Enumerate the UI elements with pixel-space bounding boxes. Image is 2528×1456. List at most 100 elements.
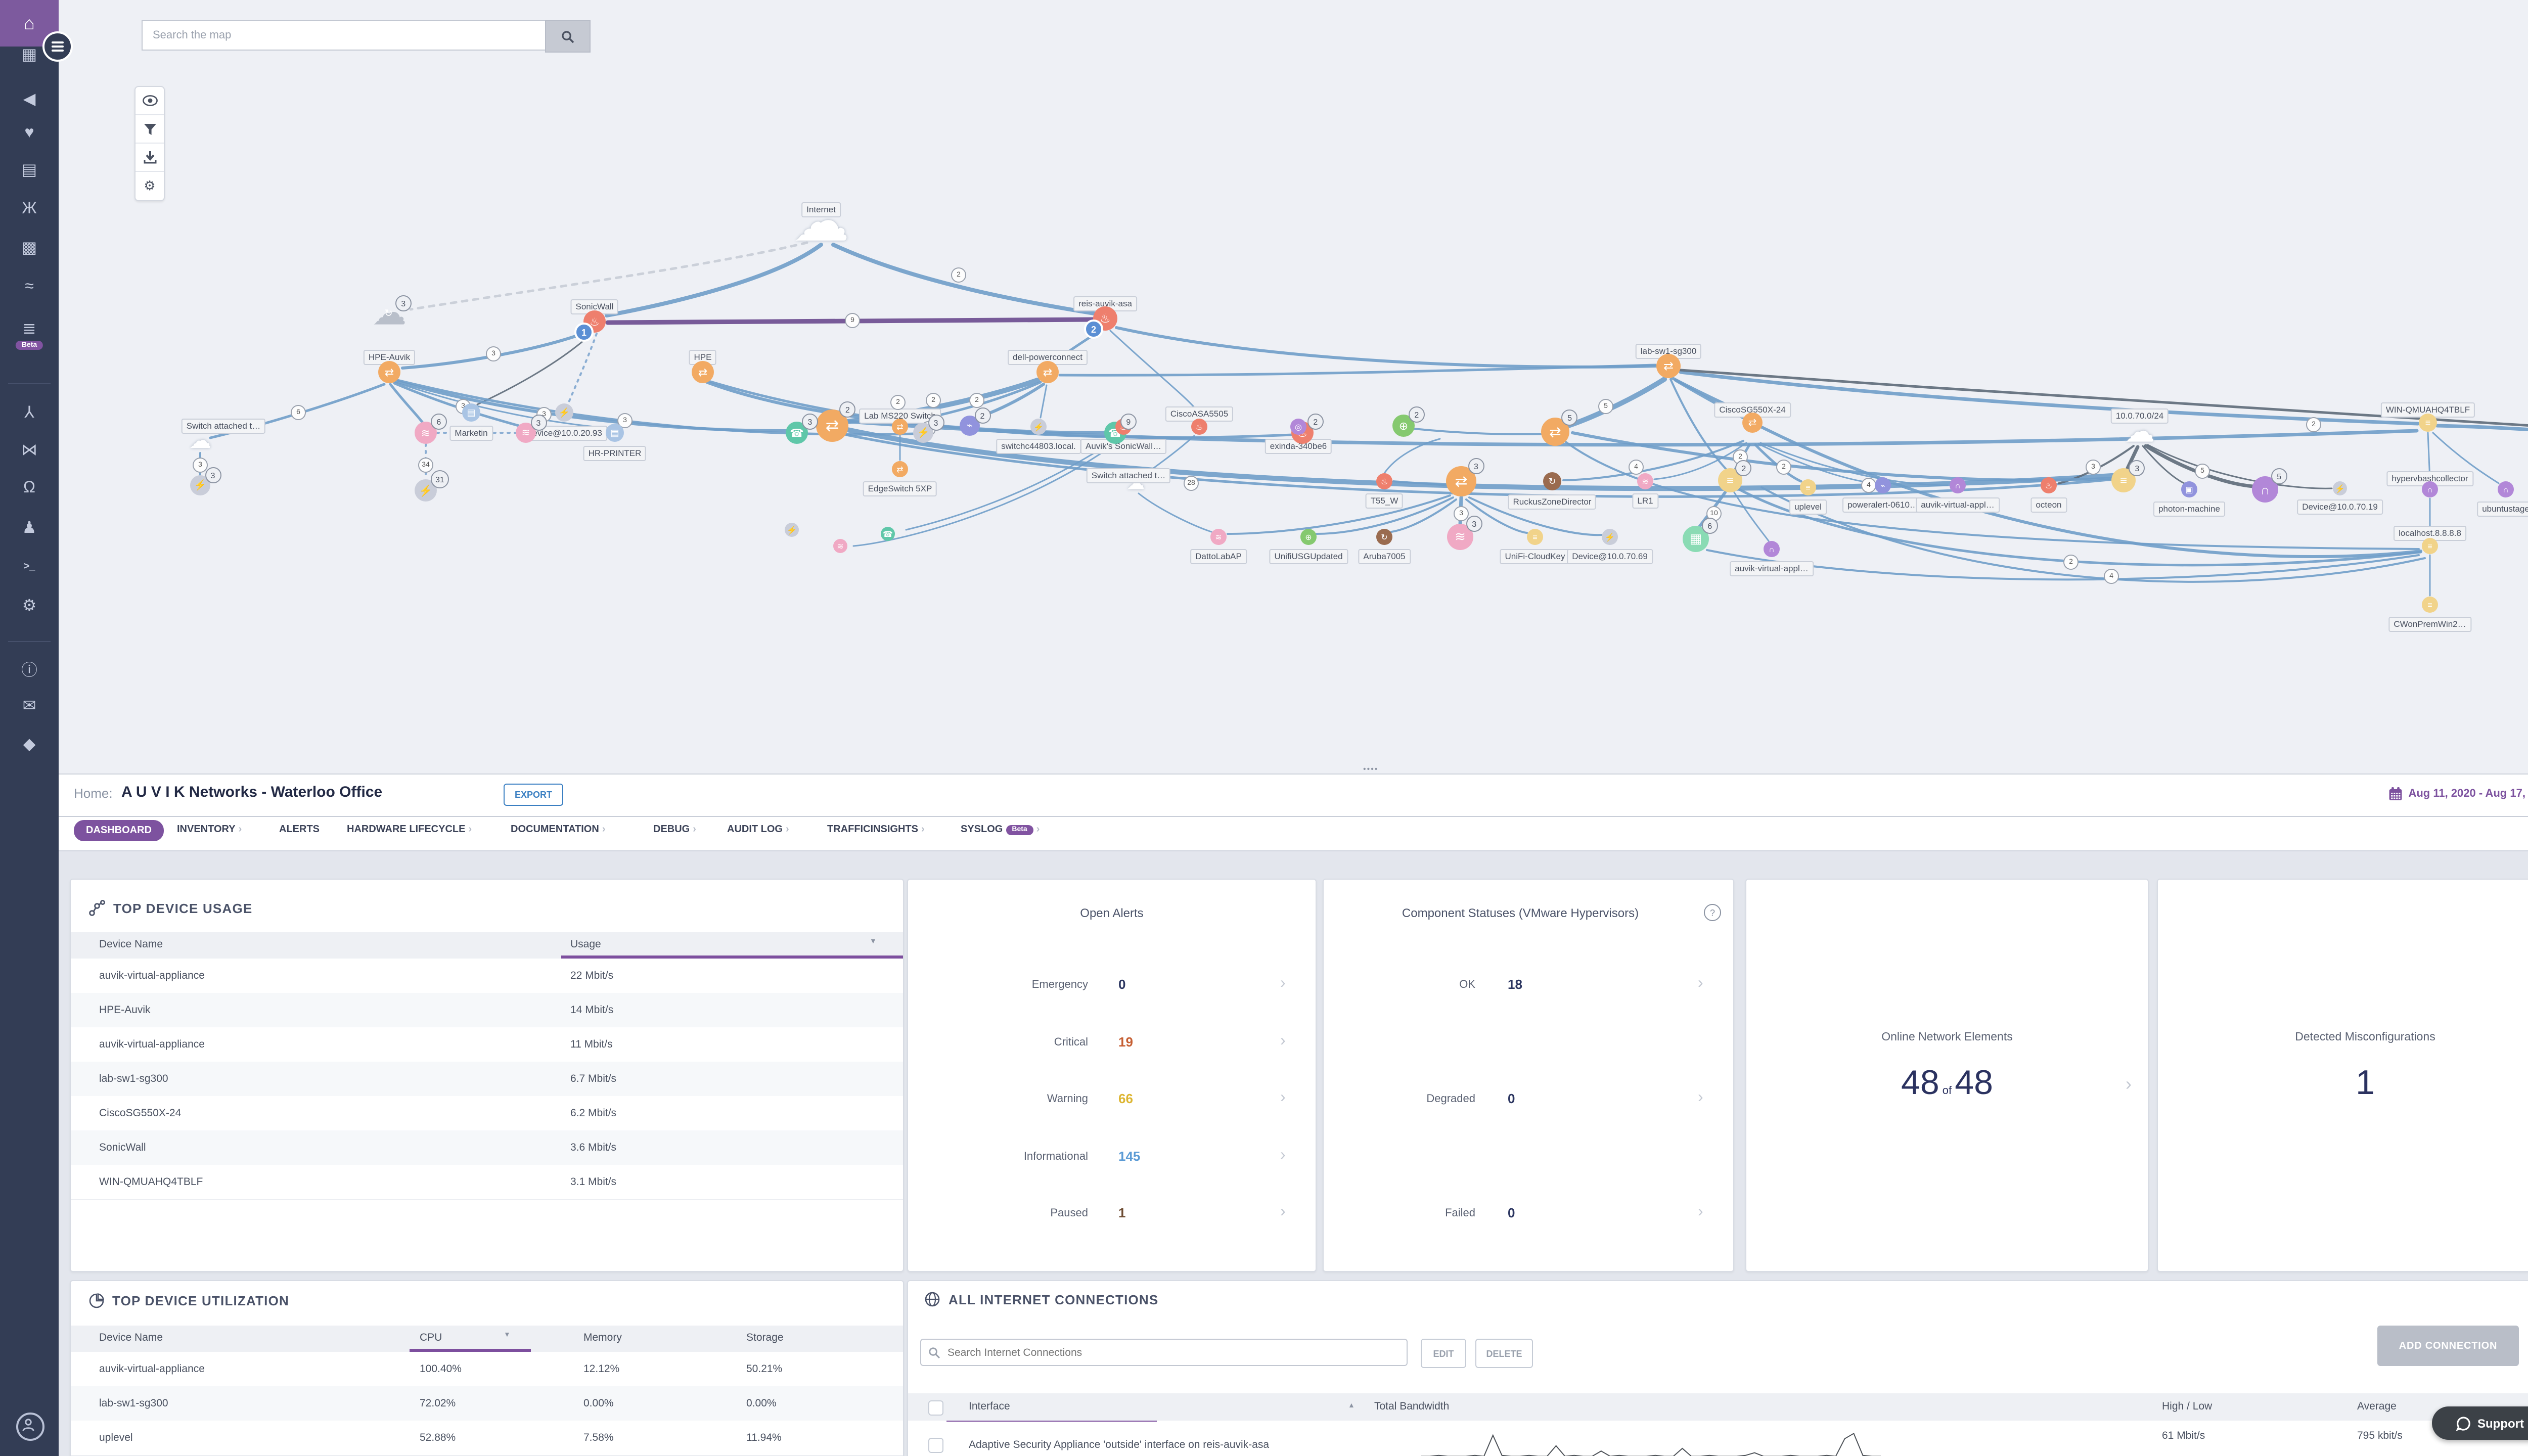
- device-node[interactable]: ∩: [1950, 477, 1966, 493]
- device-node[interactable]: ▤: [462, 403, 480, 422]
- device-node[interactable]: ⚡: [190, 475, 210, 495]
- tab-trafficinsights[interactable]: TRAFFICINSIGHTS ›: [827, 824, 925, 835]
- device-node[interactable]: ≋: [1637, 473, 1653, 489]
- table-row[interactable]: WIN-QMUAHQ4TBLF 3.1 Mbit/s: [71, 1165, 903, 1200]
- add-connection-button[interactable]: ADD CONNECTION: [2377, 1326, 2519, 1366]
- col-total-bandwidth[interactable]: Total Bandwidth: [1374, 1400, 1450, 1413]
- tab-documentation[interactable]: DOCUMENTATION ›: [511, 824, 606, 835]
- table-row[interactable]: SonicWall 3.6 Mbit/s: [71, 1130, 903, 1166]
- alert-row-warning[interactable]: Warning 66 ›: [908, 1087, 1316, 1117]
- tab-syslog[interactable]: SYSLOG Beta ›: [961, 824, 1040, 835]
- device-node[interactable]: ▣: [2181, 481, 2197, 497]
- device-node[interactable]: ∩: [2422, 481, 2438, 497]
- device-node[interactable]: ◎: [1290, 419, 1306, 435]
- device-node[interactable]: ⚡: [555, 403, 573, 422]
- device-node[interactable]: ⇄: [378, 361, 400, 383]
- col-storage[interactable]: Storage: [746, 1332, 784, 1344]
- date-range-picker[interactable]: Aug 11, 2020 - Aug 17, 2020: [2388, 787, 2528, 801]
- device-node[interactable]: ⚡: [1030, 419, 1047, 435]
- device-node[interactable]: ♨: [2041, 477, 2057, 493]
- col-high-low[interactable]: High / Low: [2162, 1400, 2213, 1413]
- sidebar-item-debug[interactable]: Ж: [22, 200, 37, 217]
- map-filter-button[interactable]: [136, 115, 164, 144]
- map-search-input[interactable]: [142, 20, 546, 51]
- sidebar-item-terminal[interactable]: >_: [23, 561, 35, 572]
- tab-dashboard[interactable]: DASHBOARD: [74, 820, 164, 841]
- alert-row-paused[interactable]: Paused 1 ›: [908, 1201, 1316, 1232]
- table-row[interactable]: auvik-virtual-appliance 100.40% 12.12% 50.2…: [71, 1352, 903, 1387]
- sidebar-item-hierarchy[interactable]: ⅄: [24, 404, 34, 422]
- sidebar-item-audit-log[interactable]: ▩: [21, 240, 37, 257]
- device-node[interactable]: ⇄: [1742, 413, 1763, 433]
- device-node[interactable]: ≡: [1800, 479, 1816, 495]
- support-button[interactable]: Support: [2432, 1406, 2528, 1440]
- export-button[interactable]: EXPORT: [504, 784, 564, 806]
- device-node[interactable]: ≡: [2422, 597, 2438, 613]
- alert-row-informational[interactable]: Informational 145 ›: [908, 1145, 1316, 1175]
- tab-alerts[interactable]: ALERTS: [279, 824, 320, 835]
- sidebar-item-chat[interactable]: ✉: [22, 698, 36, 715]
- device-node[interactable]: ≡: [2422, 538, 2438, 554]
- col-usage[interactable]: Usage: [570, 938, 601, 950]
- sidebar-toggle-button[interactable]: [42, 31, 73, 62]
- device-node[interactable]: ▤: [606, 424, 624, 442]
- sidebar-item-inventory[interactable]: ▦: [21, 47, 37, 64]
- device-node[interactable]: ⇄: [692, 361, 714, 383]
- chevron-right-icon[interactable]: ›: [2126, 1074, 2132, 1094]
- device-node[interactable]: ⚡: [1602, 529, 1618, 545]
- device-node[interactable]: ⌁: [960, 416, 980, 436]
- map-search-button[interactable]: [545, 20, 591, 53]
- table-row[interactable]: lab-sw1-sg300 6.7 Mbit/s: [71, 1062, 903, 1097]
- delete-button[interactable]: DELETE: [1475, 1339, 1533, 1368]
- header-checkbox[interactable]: [928, 1400, 943, 1416]
- col-cpu[interactable]: CPU: [420, 1332, 442, 1344]
- tab-hardware-lifecycle[interactable]: HARDWARE LIFECYCLE ›: [347, 824, 472, 835]
- sidebar-item-alerts[interactable]: ◀: [23, 91, 36, 108]
- device-node[interactable]: ↻: [1376, 529, 1392, 545]
- cloud-node[interactable]: ☁: [793, 189, 849, 253]
- tab-debug[interactable]: DEBUG ›: [653, 824, 696, 835]
- table-row[interactable]: CiscoSG550X-24 6.2 Mbit/s: [71, 1096, 903, 1131]
- device-node[interactable]: ♨: [1191, 419, 1207, 435]
- sidebar-item-trafficinsights[interactable]: ≈: [25, 278, 34, 295]
- sidebar-item-settings[interactable]: ⚙: [22, 598, 37, 615]
- table-row[interactable]: HPE-Auvik 14 Mbit/s: [71, 993, 903, 1028]
- device-node[interactable]: ∩: [2498, 481, 2514, 497]
- alert-row-critical[interactable]: Critical 19 ›: [908, 1030, 1316, 1061]
- sidebar-item-syslog[interactable]: ≣: [22, 321, 36, 338]
- col-average[interactable]: Average: [2357, 1400, 2397, 1413]
- col-device-name[interactable]: Device Name: [99, 938, 163, 950]
- table-row[interactable]: uplevel 52.88% 7.58% 11.94%: [71, 1421, 903, 1456]
- sidebar-item-security[interactable]: ◆: [23, 736, 36, 753]
- edit-button[interactable]: EDIT: [1421, 1339, 1466, 1368]
- row-checkbox[interactable]: [928, 1438, 943, 1453]
- device-node[interactable]: ≡: [1527, 529, 1543, 545]
- device-node[interactable]: ⚡: [913, 423, 933, 443]
- device-node[interactable]: ☎: [881, 527, 895, 541]
- device-node[interactable]: ⇄: [1656, 354, 1681, 378]
- device-node[interactable]: ⇄: [1036, 361, 1059, 383]
- device-node[interactable]: ≋: [1210, 529, 1227, 545]
- status-row-ok[interactable]: OK 18 ›: [1324, 973, 1733, 1003]
- device-node[interactable]: ⚡: [785, 523, 799, 537]
- sidebar-item-info[interactable]: ⓘ: [21, 662, 37, 679]
- map-download-button[interactable]: [136, 144, 164, 172]
- tab-inventory[interactable]: INVENTORY ›: [177, 824, 242, 835]
- table-row[interactable]: auvik-virtual-appliance 11 Mbit/s: [71, 1027, 903, 1063]
- sidebar-item-integrations[interactable]: ⋈: [21, 442, 37, 459]
- device-node[interactable]: ⌁: [1875, 477, 1891, 493]
- col-memory[interactable]: Memory: [583, 1332, 622, 1344]
- sidebar-item-documentation[interactable]: ▤: [21, 162, 37, 179]
- table-row[interactable]: auvik-virtual-appliance 22 Mbit/s: [71, 959, 903, 994]
- device-node[interactable]: ⚡: [2333, 481, 2347, 495]
- help-icon[interactable]: ?: [1704, 904, 1721, 921]
- device-node[interactable]: ↻: [1543, 472, 1561, 490]
- sidebar-item-network-health[interactable]: ♥: [24, 124, 34, 142]
- device-node[interactable]: ♨: [1376, 473, 1392, 489]
- sidebar-item-users[interactable]: ♟: [22, 520, 37, 537]
- device-node[interactable]: ⇄: [892, 419, 908, 435]
- connection-row[interactable]: Adaptive Security Appliance 'outside' in…: [908, 1422, 2528, 1456]
- device-node[interactable]: ≋: [833, 539, 847, 553]
- tab-audit-log[interactable]: AUDIT LOG ›: [727, 824, 789, 835]
- network-map[interactable]: ☁Internet☁10.0.70.0/24☁☁☁↻3♨1SonicWall♨2…: [59, 0, 2528, 775]
